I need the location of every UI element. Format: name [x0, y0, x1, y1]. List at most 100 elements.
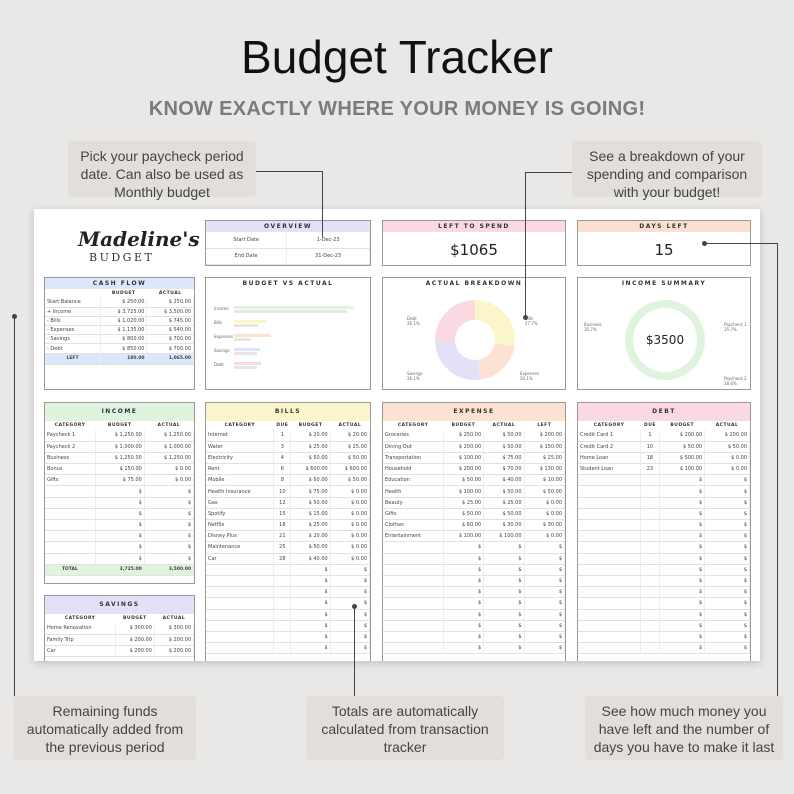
- cash-flow-actual[interactable]: $ 540.00: [146, 325, 194, 336]
- bills-cell[interactable]: 4: [273, 452, 292, 465]
- bills-cell[interactable]: Spotify: [206, 508, 275, 521]
- debt-cell[interactable]: [578, 530, 641, 543]
- cash-flow-actual[interactable]: $ 700.00: [146, 343, 194, 354]
- bills-cell[interactable]: $: [330, 631, 370, 644]
- debt-cell[interactable]: 1: [640, 430, 661, 442]
- debt-cell[interactable]: [640, 474, 661, 487]
- income-cell[interactable]: $: [95, 508, 145, 521]
- bills-cell[interactable]: $ 15.00: [290, 508, 331, 521]
- bills-cell[interactable]: $ 50.00: [330, 452, 370, 465]
- debt-cell[interactable]: $: [704, 609, 750, 621]
- cash-flow-budget[interactable]: $ 850.00: [100, 343, 148, 354]
- income-cell[interactable]: [45, 541, 96, 554]
- bills-cell[interactable]: Gas: [206, 497, 275, 509]
- cash-flow-actual[interactable]: $ 745.00: [146, 316, 194, 327]
- expense-cell[interactable]: $ 60.00: [443, 519, 485, 532]
- debt-cell[interactable]: [640, 620, 661, 632]
- bills-cell[interactable]: [273, 575, 292, 588]
- bills-cell[interactable]: $ 600.00: [330, 463, 370, 476]
- income-cell[interactable]: $ 1,000.00: [95, 441, 145, 453]
- savings-cell[interactable]: Family Trip: [45, 634, 116, 646]
- expense-cell[interactable]: [383, 575, 444, 588]
- debt-cell[interactable]: [578, 609, 641, 621]
- expense-cell[interactable]: $: [483, 597, 525, 610]
- debt-cell[interactable]: [578, 485, 641, 498]
- bills-cell[interactable]: $: [290, 564, 331, 576]
- income-cell[interactable]: $: [144, 508, 194, 521]
- bills-cell[interactable]: $ 75.00: [290, 485, 331, 498]
- expense-cell[interactable]: $: [443, 620, 485, 632]
- debt-cell[interactable]: $: [704, 575, 750, 588]
- debt-cell[interactable]: [578, 631, 641, 644]
- expense-cell[interactable]: Groceries: [383, 430, 444, 442]
- bills-cell[interactable]: $ 0.00: [330, 497, 370, 509]
- expense-cell[interactable]: $: [524, 609, 565, 621]
- bills-cell[interactable]: 15: [273, 508, 292, 521]
- debt-cell[interactable]: [640, 609, 661, 621]
- bills-cell[interactable]: Car: [206, 553, 275, 565]
- expense-cell[interactable]: $: [524, 575, 565, 588]
- expense-cell[interactable]: $ 70.00: [483, 463, 525, 476]
- bills-cell[interactable]: $ 20.00: [290, 530, 331, 543]
- bills-cell[interactable]: [273, 609, 292, 621]
- bills-cell[interactable]: 10: [273, 485, 292, 498]
- expense-cell[interactable]: $ 40.00: [483, 474, 525, 487]
- expense-cell[interactable]: $ 200.00: [443, 463, 485, 476]
- debt-cell[interactable]: [640, 508, 661, 521]
- bills-cell[interactable]: [206, 609, 275, 621]
- income-cell[interactable]: $ 150.00: [95, 463, 145, 476]
- bills-cell[interactable]: $ 50.00: [330, 474, 370, 487]
- debt-cell[interactable]: $: [704, 474, 750, 487]
- bills-cell[interactable]: $ 25.00: [290, 519, 331, 532]
- debt-cell[interactable]: $: [659, 508, 706, 521]
- expense-cell[interactable]: [383, 631, 444, 644]
- expense-cell[interactable]: $ 30.00: [524, 519, 565, 532]
- bills-cell[interactable]: $ 0.00: [330, 553, 370, 565]
- expense-cell[interactable]: $: [443, 642, 485, 655]
- expense-cell[interactable]: [383, 597, 444, 610]
- debt-cell[interactable]: $: [704, 485, 750, 498]
- expense-cell[interactable]: $: [443, 586, 485, 599]
- bills-cell[interactable]: Water: [206, 441, 275, 453]
- income-cell[interactable]: $: [144, 519, 194, 532]
- bills-cell[interactable]: $ 20.00: [290, 430, 331, 442]
- income-cell[interactable]: $: [95, 530, 145, 543]
- expense-cell[interactable]: $: [443, 564, 485, 576]
- bills-cell[interactable]: Mobile: [206, 474, 275, 487]
- debt-cell[interactable]: [640, 564, 661, 576]
- bills-cell[interactable]: Rent: [206, 463, 275, 476]
- cash-flow-budget[interactable]: $ 3,725.00: [100, 307, 148, 317]
- debt-cell[interactable]: [578, 586, 641, 599]
- debt-cell[interactable]: $: [659, 485, 706, 498]
- bills-cell[interactable]: $: [330, 609, 370, 621]
- bills-cell[interactable]: $ 50.00: [290, 541, 331, 554]
- debt-cell[interactable]: $: [704, 497, 750, 509]
- expense-cell[interactable]: $ 50.00: [443, 508, 485, 521]
- bills-cell[interactable]: $: [330, 575, 370, 588]
- savings-cell[interactable]: Car: [45, 645, 116, 658]
- cash-flow-budget[interactable]: $ 1,020.00: [100, 316, 148, 327]
- bills-cell[interactable]: Netflix: [206, 519, 275, 532]
- debt-cell[interactable]: 23: [640, 463, 661, 476]
- income-cell[interactable]: Bonus: [45, 463, 96, 476]
- bills-cell[interactable]: Health Insurance: [206, 485, 275, 498]
- bills-cell[interactable]: 12: [273, 497, 292, 509]
- expense-cell[interactable]: $: [483, 553, 525, 565]
- expense-cell[interactable]: $: [524, 631, 565, 644]
- bills-cell[interactable]: $: [330, 586, 370, 599]
- end-date-value[interactable]: 31-Dec-23: [286, 248, 370, 265]
- expense-cell[interactable]: $: [483, 575, 525, 588]
- cash-flow-budget[interactable]: $ 250.00: [100, 298, 148, 308]
- savings-cell[interactable]: $ 200.00: [154, 634, 194, 646]
- debt-cell[interactable]: $: [704, 564, 750, 576]
- bills-cell[interactable]: 18: [273, 519, 292, 532]
- debt-cell[interactable]: $ 200.00: [659, 430, 706, 442]
- bills-cell[interactable]: $ 600.00: [290, 463, 331, 476]
- debt-cell[interactable]: [578, 642, 641, 655]
- bills-cell[interactable]: Disney Plus: [206, 530, 275, 543]
- expense-cell[interactable]: $ 200.00: [443, 441, 485, 453]
- income-cell[interactable]: [45, 530, 96, 543]
- expense-cell[interactable]: $ 25.00: [443, 497, 485, 509]
- bills-cell[interactable]: $ 25.00: [290, 441, 331, 453]
- expense-cell[interactable]: $: [443, 597, 485, 610]
